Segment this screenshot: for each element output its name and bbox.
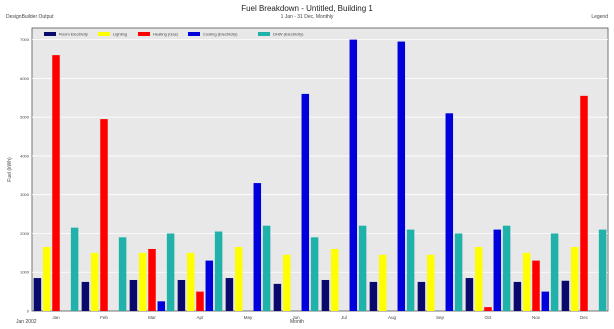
x-tick-label: May (244, 315, 253, 320)
y-tick-label: 1000 (20, 270, 30, 275)
bar-2 (474, 247, 483, 311)
x-tick-label: Oct (484, 315, 492, 320)
bar-1 (561, 280, 570, 311)
y-tick-label: 6000 (20, 76, 30, 81)
x-tick-label: Jan (52, 315, 60, 320)
plot-area (31, 27, 609, 312)
bar-1 (273, 283, 282, 311)
x-tick-label: Mar (148, 315, 156, 320)
bar-4 (541, 291, 550, 311)
y-tick-label: 3000 (20, 192, 30, 197)
y-axis-label: Fuel (kWh) (7, 157, 13, 182)
bar-3 (484, 307, 492, 311)
bar-2 (138, 252, 147, 311)
legend-label-3: Heating (Gas) (153, 32, 179, 37)
bar-2 (378, 254, 387, 311)
legend-swatch-5 (258, 32, 270, 36)
bar-5 (454, 233, 463, 311)
right-caption: Legend (591, 14, 608, 20)
legend-swatch-4 (188, 32, 200, 36)
x-tick-label: Apr (196, 315, 204, 320)
bar-3 (148, 248, 156, 311)
x-tick-label: Jun (292, 315, 300, 320)
x-tick-label: Dec (580, 315, 589, 320)
bar-3 (196, 291, 204, 311)
bar-2 (570, 247, 579, 311)
bar-4 (397, 41, 406, 312)
bar-3 (52, 55, 60, 311)
bar-3 (100, 119, 108, 311)
x-axis-caption: Month (290, 319, 304, 325)
x-tick-label: Aug (388, 315, 397, 320)
bar-2 (186, 252, 195, 311)
bar-2 (234, 247, 243, 311)
bar-5 (358, 225, 367, 311)
bar-5 (598, 229, 607, 311)
x-tick-label: Feb (100, 315, 108, 320)
bar-1 (81, 281, 90, 311)
bar-1 (177, 279, 186, 311)
x-tick-label: Sep (436, 315, 445, 320)
bar-4 (157, 301, 166, 311)
bar-2 (330, 248, 339, 311)
bar-5 (262, 225, 271, 311)
bar-4 (301, 93, 310, 311)
chart-subtitle: 1 Jan - 31 Dec, Monthly (280, 14, 334, 20)
legend-label-5: DHW (Electricity) (273, 32, 304, 37)
legend-label-2: Lighting (113, 32, 127, 37)
bar-4 (493, 229, 502, 311)
y-tick-label: 4000 (20, 153, 30, 158)
bar-4 (205, 260, 214, 311)
bar-3 (580, 95, 588, 311)
y-tick-label: 0 (27, 309, 30, 314)
bar-5 (310, 237, 319, 311)
bar-5 (166, 233, 175, 311)
y-tick-label: 2000 (20, 231, 30, 236)
legend-swatch-3 (138, 32, 150, 36)
x-tick-label: Nov (532, 315, 541, 320)
bar-1 (417, 281, 426, 311)
y-tick-label: 5000 (20, 115, 30, 120)
bar-1 (321, 279, 330, 311)
bar-2 (90, 252, 99, 311)
bar-1 (129, 279, 138, 311)
legend-label-1: Room Electricity (59, 32, 88, 37)
bar-1 (225, 278, 234, 311)
bar-1 (33, 278, 42, 311)
bar-1 (465, 278, 474, 311)
bar-4 (445, 113, 454, 311)
chart-header: DesignBuilder Output Fuel Breakdown - Un… (0, 0, 614, 26)
bar-5 (118, 237, 127, 311)
bar-2 (282, 254, 291, 311)
bar-2 (42, 247, 51, 311)
x-tick-label: Jul (341, 315, 347, 320)
legend-label-4: Cooling (Electricity) (203, 32, 238, 37)
period-start-label: Jan 2002 (16, 319, 37, 325)
bar-1 (513, 281, 522, 311)
y-tick-label: 7000 (20, 37, 30, 42)
bar-2 (522, 252, 531, 311)
bar-5 (550, 233, 559, 311)
bar-5 (406, 229, 415, 311)
bar-1 (369, 281, 378, 311)
bar-5 (70, 227, 79, 311)
bar-3 (532, 260, 540, 311)
bar-4 (253, 183, 262, 311)
bar-5 (214, 231, 223, 311)
bar-4 (349, 39, 358, 312)
bar-5 (502, 225, 511, 311)
legend-swatch-2 (98, 32, 110, 36)
bar-2 (426, 254, 435, 311)
chart-title: Fuel Breakdown - Untitled, Building 1 (241, 4, 373, 13)
left-caption: DesignBuilder Output (6, 14, 54, 20)
legend-swatch-1 (44, 32, 56, 36)
